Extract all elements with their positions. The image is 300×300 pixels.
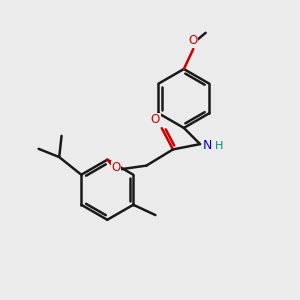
Text: O: O xyxy=(112,161,121,174)
Text: N: N xyxy=(203,139,212,152)
Text: O: O xyxy=(189,34,198,47)
Text: H: H xyxy=(215,141,224,151)
Text: O: O xyxy=(151,113,160,127)
